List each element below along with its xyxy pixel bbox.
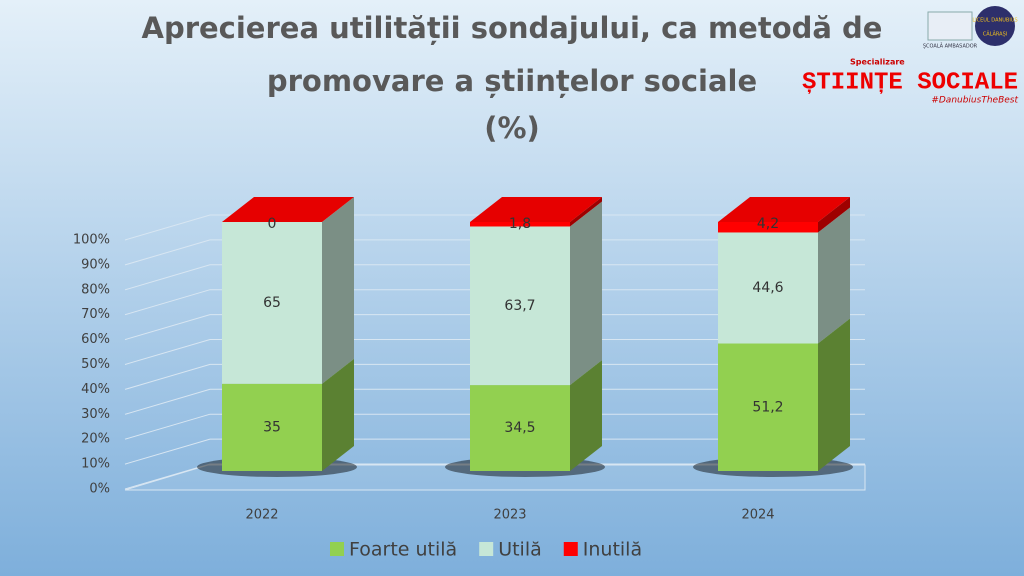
x-tick-label: 2023 [493,508,526,523]
grid-line [124,214,865,241]
grid-line [124,339,865,365]
y-tick-label: 0% [89,482,110,497]
value-label: 0 [268,216,277,232]
bar-top [222,197,354,222]
grid-line [124,239,865,266]
grid-line [124,388,865,415]
bar-side [570,201,602,386]
value-label: 4,2 [757,216,779,232]
grid-line [124,463,865,490]
bar-side [570,360,602,471]
y-tick-label: 90% [81,257,110,272]
grid-line [124,413,865,440]
value-label: 1,8 [509,216,531,232]
legend-swatch [479,542,494,556]
bar-top [470,197,602,222]
value-label: 44,6 [752,280,783,296]
logo-text: CĂLĂRAȘI [983,31,1007,38]
bar [222,383,322,471]
y-tick-label: 10% [81,457,110,472]
plot: 0% 10% 20% 30% 40% 50% 60% 70% 80% 90% 100% 2022 202… [73,197,866,561]
x-tick-label: 2022 [245,508,278,523]
logo-text: LICEUL DANUBIUS [972,18,1017,24]
floor [124,464,866,491]
grid-line [124,438,865,465]
bar-side [322,197,354,384]
value-label: 35 [263,419,281,435]
bar-top [718,197,850,222]
logo-box [927,11,973,41]
y-tick-label: 100% [73,233,110,248]
value-label: 63,7 [504,298,535,314]
bar-side [570,197,602,227]
bar-side [818,197,850,233]
y-tick-label: 70% [81,307,110,322]
bar-side [818,318,850,471]
x-tick-label: 2024 [741,508,774,523]
grid-line [124,363,865,390]
legend-label: Foarte utilă [349,539,457,561]
bar [718,222,818,233]
legend-label: Utilă [498,539,542,561]
value-label: 34,5 [504,420,535,436]
bar [718,232,818,344]
y-tick-label: 60% [81,332,110,347]
y-tick-label: 20% [81,432,110,447]
title-line: (%) [484,111,540,145]
y-tick-label: 50% [81,357,110,372]
bar [470,226,570,386]
logo-text: Specializare [850,58,905,67]
logo-circle [975,6,1015,46]
legend-label: Inutilă [583,539,642,561]
value-label: 51,2 [752,399,783,415]
legend-swatch [330,542,344,556]
y-tick-label: 40% [81,382,110,397]
grid-line [124,289,865,316]
value-label: 65 [263,295,281,311]
bar-side [818,207,850,344]
bar-side [322,358,354,471]
bar [718,343,818,471]
grid-line [124,264,865,291]
title-line: Aprecierea utilității sondajului, ca met… [142,11,883,45]
title-line: promovare a științelor sociale [267,64,757,98]
legend-swatch [563,542,578,556]
bar [470,385,570,471]
y-tick-label: 30% [81,407,110,422]
bar [470,222,570,227]
logo-text: ȘCOALĂ AMBASADOR [923,43,978,50]
grid-line [124,314,865,341]
y-tick-label: 80% [81,282,110,297]
logo-text: #DanubiusTheBest [931,96,1018,106]
logos: ȘCOALĂ AMBASADOR LICEUL DANUBIUS CĂLĂRAȘ… [802,6,1018,106]
logo-text: ȘTIINȚE SOCIALE [802,69,1018,96]
bar [222,222,322,384]
